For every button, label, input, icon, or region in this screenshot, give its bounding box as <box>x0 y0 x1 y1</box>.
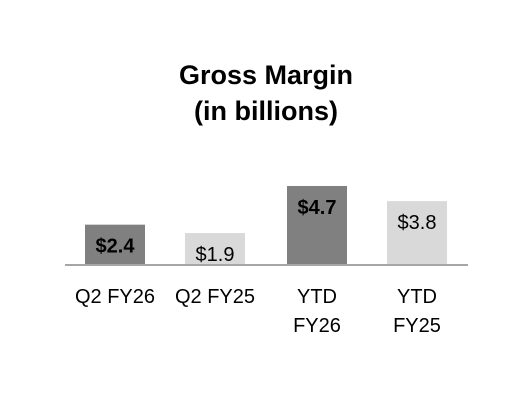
data-label-3: $3.8 <box>398 212 437 234</box>
bars-group <box>85 186 447 265</box>
data-label-2: $4.7 <box>298 197 337 219</box>
category-label-0-line-0: Q2 FY26 <box>75 286 155 308</box>
bar-3 <box>387 201 447 265</box>
data-label-1: $1.9 <box>196 244 235 266</box>
bar-1 <box>185 233 245 265</box>
bar-0 <box>85 224 145 265</box>
chart-title-line-1: Gross Margin <box>179 60 353 90</box>
chart-title-line-2: (in billions) <box>194 96 338 126</box>
category-labels-group: Q2 FY26 Q2 FY25 YTD FY26 YTD FY25 <box>75 286 441 337</box>
category-label-1-line-0: Q2 FY25 <box>175 286 255 308</box>
category-label-2-line-0: YTD <box>297 286 337 308</box>
category-label-2-line-1: FY26 <box>293 315 341 337</box>
value-labels-group: $2.4 $1.9 $4.7 $3.8 <box>96 197 437 266</box>
data-label-0: $2.4 <box>96 236 136 258</box>
bar-2 <box>287 186 347 265</box>
category-label-3-line-0: YTD <box>397 286 437 308</box>
category-label-3-line-1: FY25 <box>393 315 441 337</box>
